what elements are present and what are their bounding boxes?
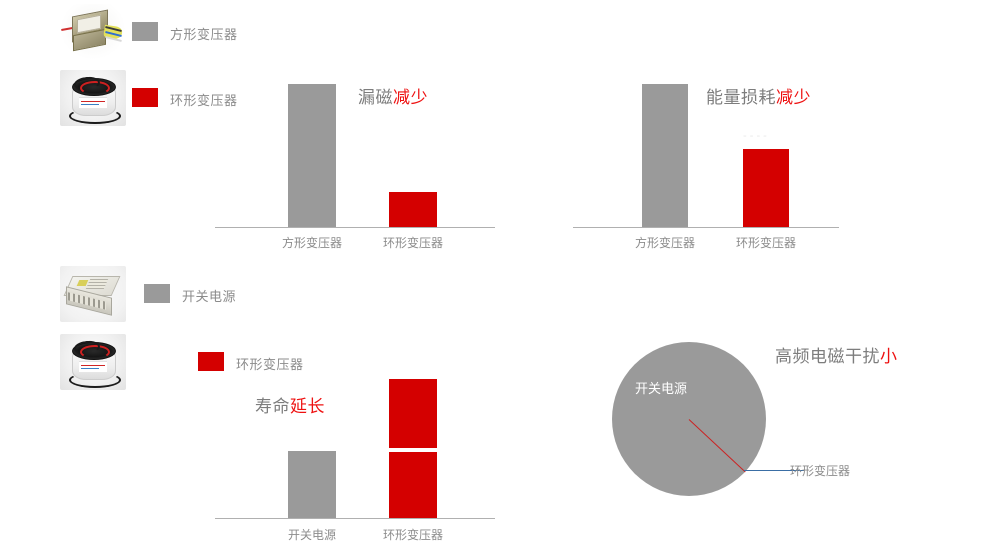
lifetime-chart-title: 寿命延长 [255, 392, 325, 417]
x-tick-toroidal-transformer: 环形变压器 [382, 236, 443, 250]
pie-inner-label-switching-power-supply: 开关电源 [635, 381, 688, 396]
bar-square-transformer [642, 84, 688, 227]
lifetime-chart: 寿命延长 开关电源 环形变压器 [210, 360, 510, 550]
emi-pie-chart: 高频电磁干扰小 开关电源 环形变压器 [590, 330, 930, 520]
chart-title-highlight: 小 [880, 347, 898, 366]
energy-loss-faint-value-label: - - - - [743, 130, 767, 141]
leakage-flux-chart-title: 漏磁减少 [358, 83, 428, 108]
x-tick-toroidal-transformer: 环形变压器 [735, 236, 796, 250]
pie-callout-label-toroidal-transformer: 环形变压器 [790, 464, 851, 478]
chart-title-highlight: 减少 [776, 88, 811, 107]
bar-square-transformer [288, 84, 336, 227]
switching-power-supply-photo [60, 266, 126, 322]
x-tick-switching-power-supply: 开关电源 [287, 528, 336, 542]
leakage-flux-chart: 漏磁减少 方形变压器 环形变压器 [210, 60, 510, 260]
legend-label-toroidal-transformer-2: 环形变压器 [236, 357, 304, 372]
chart-title-plain: 能量损耗 [706, 88, 776, 107]
legend-swatch-toroidal-transformer [132, 88, 158, 107]
bar-switching-power-supply [288, 451, 336, 518]
legend-row-toroidal-transformer: 环形变压器 [58, 70, 237, 130]
x-tick-square-transformer: 方形变压器 [634, 236, 695, 250]
legend-label-square-transformer: 方形变压器 [170, 27, 238, 42]
energy-loss-chart: 能量损耗减少 - - - - 方形变压器 环形变压器 [568, 60, 868, 260]
bar-toroidal-transformer-upper-segment [389, 379, 437, 448]
transformer-comparison-legend: 方形变压器 环形变压器 [58, 4, 237, 130]
toroidal-transformer-photo [60, 334, 126, 390]
legend-row-toroidal-transformer-2: 环形变压器 [58, 334, 303, 394]
x-axis-line [573, 227, 839, 228]
legend-swatch-toroidal-transformer-2 [198, 352, 224, 371]
x-axis-line [215, 518, 495, 519]
chart-title-highlight: 减少 [393, 88, 428, 107]
bar-toroidal-transformer [743, 149, 789, 227]
chart-title-highlight: 延长 [290, 397, 325, 416]
chart-title-plain: 漏磁 [358, 88, 393, 107]
energy-loss-chart-title: 能量损耗减少 [706, 83, 811, 108]
ei-transformer-photo [60, 4, 126, 60]
pie-callout-leader-line [744, 470, 804, 471]
bar-toroidal-transformer [389, 192, 437, 227]
bar-toroidal-transformer-lower-segment [389, 452, 437, 518]
legend-swatch-switching-power-supply [144, 284, 170, 303]
chart-title-plain: 寿命 [255, 397, 290, 416]
power-supply-comparison-legend: 开关电源 环形变压器 [58, 266, 303, 394]
toroidal-transformer-photo [60, 70, 126, 126]
x-axis-line [215, 227, 495, 228]
legend-label-switching-power-supply: 开关电源 [182, 289, 237, 304]
emi-pie-chart-title: 高频电磁干扰小 [775, 342, 898, 367]
pie-slice-switching-power-supply [612, 342, 766, 496]
x-tick-square-transformer: 方形变压器 [281, 236, 342, 250]
chart-title-plain: 高频电磁干扰 [775, 347, 880, 366]
legend-swatch-square-transformer [132, 22, 158, 41]
legend-row-square-transformer: 方形变压器 [58, 4, 237, 64]
legend-row-switching-power-supply: 开关电源 [58, 266, 236, 326]
legend-label-toroidal-transformer: 环形变压器 [170, 93, 238, 108]
x-tick-toroidal-transformer: 环形变压器 [382, 528, 443, 542]
